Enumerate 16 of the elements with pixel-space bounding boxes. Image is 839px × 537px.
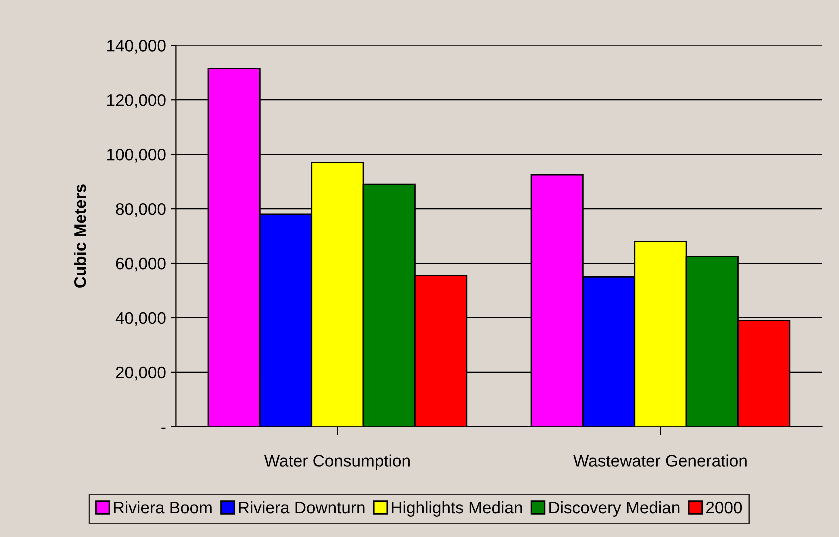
- y-tick-label: 20,000: [116, 366, 166, 381]
- y-tick-label: 120,000: [108, 94, 166, 108]
- legend-label: Riviera Downturn: [239, 501, 365, 514]
- y-axis-title: Cubic Meters: [74, 184, 86, 288]
- legend-label: Riviera Boom: [114, 501, 212, 514]
- x-tick-label: Wastewater Generation: [574, 454, 747, 467]
- x-tick-label: Water Consumption: [264, 454, 410, 470]
- y-tick-label: -: [162, 428, 166, 430]
- y-tick-label: 100,000: [108, 148, 166, 163]
- legend-label: Discovery Median: [550, 501, 680, 517]
- legend-label: Highlights Median: [392, 501, 522, 517]
- y-tick-label: 60,000: [116, 258, 166, 272]
- y-tick-label: 40,000: [116, 312, 166, 326]
- y-tick-label: 80,000: [116, 203, 166, 218]
- legend-label: 2000: [706, 502, 742, 514]
- y-tick-label: 140,000: [108, 40, 166, 54]
